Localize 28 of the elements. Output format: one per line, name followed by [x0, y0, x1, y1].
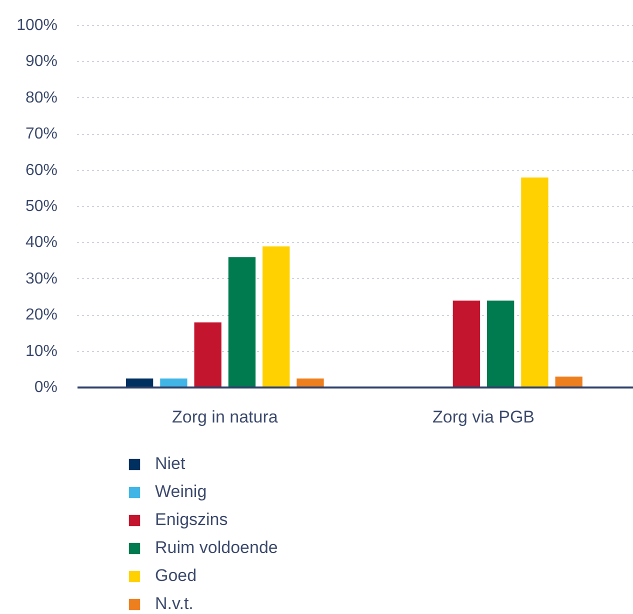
bar [296, 378, 324, 388]
x-tick-label: Zorg via PGB [432, 408, 535, 426]
legend-label: Ruim voldoende [155, 538, 278, 558]
legend-label: N.v.t. [155, 594, 194, 614]
y-tick-label: 20% [25, 306, 58, 324]
y-tick-label: 80% [25, 89, 58, 106]
y-tick-label: 90% [25, 53, 58, 70]
x-tick-label: Zorg in natura [172, 408, 278, 426]
legend-label: Niet [155, 454, 186, 474]
legend-label: Enigszins [155, 510, 228, 530]
y-tick-label: 50% [25, 198, 58, 215]
bar [160, 378, 188, 388]
y-tick-label: 70% [25, 126, 58, 143]
bar [262, 246, 290, 388]
bar [194, 322, 222, 388]
y-tick-label: 100% [16, 17, 58, 34]
bar [521, 178, 548, 388]
bar [487, 300, 514, 388]
y-tick-label: 60% [25, 162, 58, 179]
bar [555, 376, 582, 388]
y-tick-label: 0% [34, 379, 58, 396]
y-tick-label: 10% [25, 342, 58, 360]
y-tick-label: 30% [25, 270, 58, 288]
bar [452, 300, 480, 388]
bar [228, 257, 256, 388]
y-tick-label: 40% [25, 234, 58, 252]
legend-label: Weinig [155, 482, 207, 502]
legend-label: Goed [155, 566, 197, 586]
